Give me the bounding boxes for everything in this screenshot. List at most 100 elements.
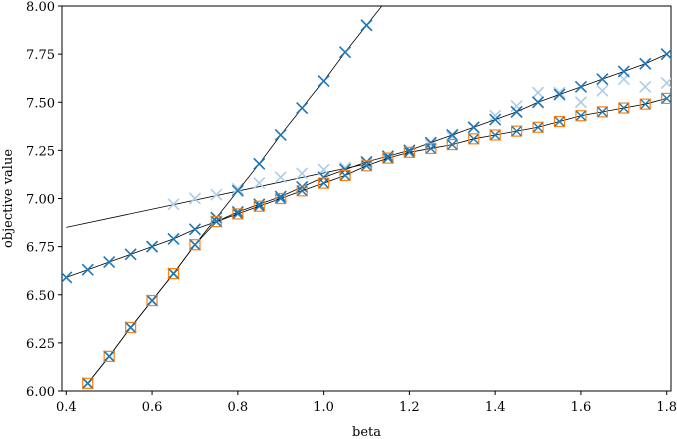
square-marker <box>489 129 501 141</box>
x-marker <box>274 190 287 203</box>
square-marker <box>382 152 394 164</box>
x-tick-label: 0.4 <box>56 400 77 415</box>
faded-x-marker <box>489 109 502 122</box>
x-marker <box>82 378 93 389</box>
faded-x-marker <box>424 138 437 151</box>
x-marker <box>317 75 330 88</box>
y-tick-label: 7.50 <box>26 96 55 111</box>
x-marker <box>489 113 502 126</box>
x-marker <box>125 322 136 333</box>
x-marker <box>360 155 373 168</box>
x-tick-label: 1.8 <box>656 400 677 415</box>
square-marker <box>468 133 480 145</box>
faded-x-marker <box>253 177 266 190</box>
square-marker <box>103 350 115 362</box>
square-marker <box>146 294 158 307</box>
square-marker <box>318 177 330 189</box>
y-tick-label: 6.50 <box>26 289 55 304</box>
x-marker <box>81 263 94 276</box>
y-tick-label: 6.25 <box>26 337 55 352</box>
x-marker <box>296 101 309 115</box>
x-marker <box>511 126 522 137</box>
x-marker <box>446 128 459 142</box>
x-tick-label: 1.0 <box>313 400 334 415</box>
square-marker <box>339 169 351 181</box>
x-marker <box>275 193 286 204</box>
x-marker <box>103 255 116 269</box>
square-marker <box>296 185 308 197</box>
x-axis-label: beta <box>352 425 381 439</box>
x-marker <box>404 147 415 158</box>
y-tick-label: 8.00 <box>26 0 55 15</box>
x-marker <box>231 205 244 219</box>
square-marker <box>167 267 180 280</box>
y-tick-label: 7.75 <box>26 48 55 63</box>
x-marker <box>425 143 436 154</box>
series-group <box>62 6 671 390</box>
lower-series-line <box>87 98 667 384</box>
faded-x-marker <box>660 76 671 90</box>
x-marker <box>424 136 437 149</box>
x-marker <box>253 198 266 211</box>
x-marker <box>403 144 416 157</box>
x-tick-label: 1.4 <box>485 400 506 415</box>
x-marker <box>640 99 651 110</box>
x-marker <box>232 208 243 219</box>
square-marker <box>553 115 566 128</box>
x-marker <box>553 88 566 101</box>
square-marker <box>661 92 671 105</box>
x-marker <box>596 73 609 86</box>
x-marker <box>231 184 244 197</box>
y-tick-label: 7.25 <box>26 144 55 159</box>
square-marker <box>403 146 415 158</box>
faded-x-marker <box>296 167 309 180</box>
x-marker <box>381 150 395 163</box>
x-marker <box>297 185 308 196</box>
x-marker <box>254 201 265 212</box>
faded-x-marker <box>574 96 588 109</box>
y-tick-label: 6.00 <box>26 385 55 400</box>
square-marker <box>575 110 587 122</box>
x-marker <box>189 239 200 250</box>
x-marker <box>124 248 137 261</box>
square-marker <box>189 239 201 251</box>
x-marker <box>382 153 393 164</box>
x-marker <box>597 106 608 117</box>
y-axis-label: objective value <box>1 149 16 248</box>
faded-x-marker <box>231 182 244 195</box>
square-marker <box>596 106 608 118</box>
plot-area-frame <box>61 5 672 392</box>
x-marker <box>338 163 352 176</box>
square-marker <box>232 208 244 220</box>
axis-ticks: 0.4 0.6 0.8 1.0 1.2 1.4 1.6 1.8 6.00 6.25 6.50 6.75… <box>26 0 677 415</box>
square-marker <box>618 102 630 114</box>
x-tick-label: 0.6 <box>142 400 163 415</box>
x-marker <box>167 232 180 245</box>
x-marker <box>361 160 372 171</box>
faded-x-marker <box>596 84 609 97</box>
x-marker <box>661 93 671 104</box>
square-marker <box>446 139 458 151</box>
square-marker <box>532 121 544 133</box>
faded-x-marker <box>553 86 566 99</box>
square-marker <box>275 192 287 205</box>
x-marker <box>490 129 501 140</box>
y-tick-label: 7.00 <box>26 193 55 208</box>
x-marker <box>340 170 351 181</box>
x-tick-label: 1.2 <box>399 400 420 415</box>
axes-frame <box>61 5 672 392</box>
x-marker <box>533 122 544 133</box>
square-marker <box>210 216 222 228</box>
square-marker <box>425 142 437 155</box>
x-marker <box>317 171 330 184</box>
x-marker <box>554 116 565 127</box>
x-marker <box>104 351 115 362</box>
x-marker <box>210 211 223 224</box>
x-marker <box>447 139 458 150</box>
x-marker <box>168 268 179 279</box>
x-marker <box>617 65 630 78</box>
faded-x-marker <box>274 171 287 184</box>
x-marker <box>211 216 222 227</box>
x-marker <box>338 46 352 59</box>
